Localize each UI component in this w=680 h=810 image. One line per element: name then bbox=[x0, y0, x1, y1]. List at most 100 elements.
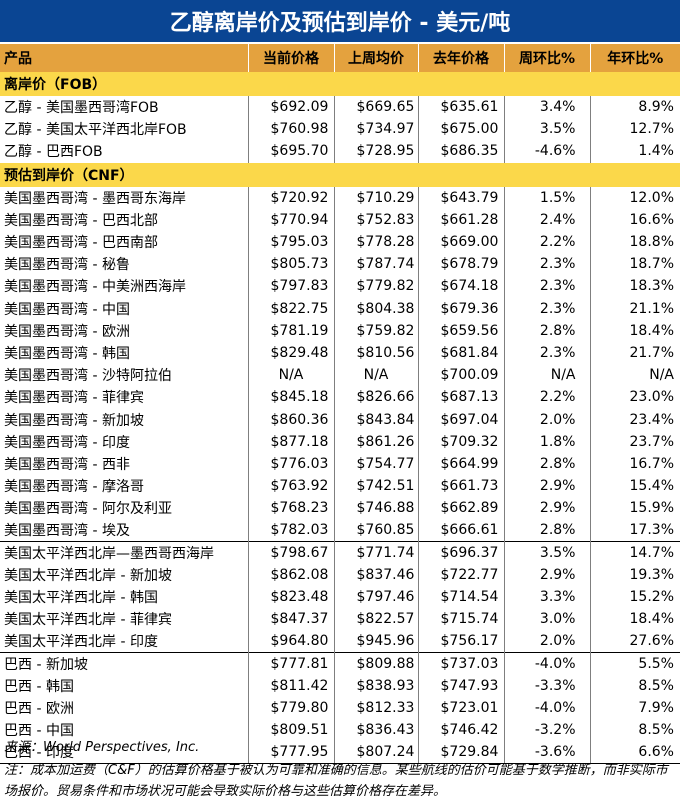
table-row: 乙醇 - 美国墨西哥湾FOB $692.09 $669.65 $635.61 3.4% 8… bbox=[0, 96, 680, 119]
last-week-avg-cell: $945.96 bbox=[334, 630, 419, 653]
last-year-price-cell: $681.84 bbox=[418, 341, 505, 365]
last-week-avg-cell: $797.46 bbox=[334, 585, 419, 609]
route-cell: 美国墨西哥湾 - 印度 bbox=[0, 430, 249, 453]
year-change-cell: 14.7% bbox=[590, 541, 680, 564]
year-change-cell: 1.4% bbox=[638, 143, 674, 160]
year-change-cell: 19.3% bbox=[629, 566, 674, 583]
last-year-price-cell: $697.04 bbox=[418, 408, 505, 431]
year-change-cell: 8.9% bbox=[638, 99, 674, 116]
current-price-cell: N/A bbox=[248, 364, 335, 387]
last-week-avg-cell: $734.97 bbox=[334, 118, 419, 141]
week-change-cell: -3.6% bbox=[504, 741, 591, 764]
last-week-avg-cell: N/A bbox=[334, 364, 419, 387]
last-year-price-cell: $664.99 bbox=[418, 452, 505, 475]
route-cell: 乙醇 - 巴西FOB bbox=[0, 140, 249, 163]
week-change-cell: 2.9% bbox=[504, 475, 591, 498]
current-price-cell: $845.18 bbox=[248, 386, 335, 409]
year-change-cell: 12.7% bbox=[629, 121, 674, 138]
year-change-cell: 23.0% bbox=[629, 389, 674, 406]
last-week-avg-cell: $760.85 bbox=[334, 519, 419, 542]
table-row: 美国墨西哥湾 - 沙特阿拉伯 N/A N/A $700.09 N/A N/A bbox=[0, 364, 680, 387]
route-cell: 美国墨西哥湾 - 菲律宾 bbox=[0, 386, 249, 409]
year-change-cell: 16.7% bbox=[629, 455, 674, 472]
section-header-row: 离岸价（FOB） bbox=[0, 72, 680, 96]
last-week-avg-cell: $812.33 bbox=[334, 696, 419, 720]
route-cell: 美国太平洋西北岸 - 韩国 bbox=[0, 585, 249, 609]
table-row: 美国墨西哥湾 - 韩国 $829.48 $810.56 $681.84 2.3% 21.7… bbox=[0, 341, 680, 365]
table-row: 美国墨西哥湾 - 印度 $877.18 $861.26 $709.32 1.8% 23.7… bbox=[0, 430, 680, 453]
table-row: 美国墨西哥湾 - 埃及 $782.03 $760.85 $666.61 2.8% 17.3… bbox=[0, 519, 680, 542]
last-week-avg-cell: $742.51 bbox=[334, 475, 419, 498]
week-change-cell: -3.3% bbox=[504, 674, 591, 697]
last-week-avg-cell: $669.65 bbox=[334, 96, 419, 119]
route-cell: 美国墨西哥湾 - 中美洲西海岸 bbox=[0, 275, 249, 298]
last-year-price-cell: $674.18 bbox=[418, 275, 505, 298]
current-price-cell: $795.03 bbox=[248, 230, 335, 254]
last-week-avg-cell: $771.74 bbox=[334, 541, 419, 564]
route-cell: 美国墨西哥湾 - 西非 bbox=[0, 452, 249, 475]
last-year-price-cell: $700.09 bbox=[418, 364, 505, 387]
table-row: 美国太平洋西北岸 - 菲律宾 $847.37 $822.57 $715.74 3.0% 1… bbox=[0, 608, 680, 631]
current-price-cell: $760.98 bbox=[248, 118, 335, 141]
current-price-cell: $798.67 bbox=[248, 541, 335, 564]
week-change-cell: 2.3% bbox=[504, 297, 591, 320]
last-week-avg-cell: $804.38 bbox=[334, 297, 419, 320]
current-price-cell: $797.83 bbox=[248, 275, 335, 298]
current-price-cell: $823.48 bbox=[248, 585, 335, 609]
current-price-cell: $720.92 bbox=[248, 186, 335, 209]
year-change-cell: 6.6% bbox=[590, 741, 680, 764]
week-change-cell: 3.0% bbox=[504, 608, 591, 631]
last-year-price-cell: $661.28 bbox=[418, 208, 505, 231]
last-year-price-cell: $729.84 bbox=[418, 741, 505, 764]
route-cell: 美国太平洋西北岸—墨西哥西海岸 bbox=[0, 541, 249, 564]
table-row: 美国墨西哥湾 - 巴西南部 $795.03 $778.28 $669.00 2.2% 18… bbox=[0, 230, 680, 254]
table-row: 美国墨西哥湾 - 西非 $776.03 $754.77 $664.99 2.8% 16.7… bbox=[0, 452, 680, 475]
route-cell: 美国墨西哥湾 - 巴西南部 bbox=[0, 230, 249, 254]
table-row: 巴西 - 中国 $809.51 $836.43 $746.42 -3.2% 8.5% bbox=[0, 719, 680, 742]
week-change-cell: 1.8% bbox=[504, 430, 591, 453]
year-change-cell: 15.9% bbox=[629, 500, 674, 517]
last-year-price-cell: $666.61 bbox=[418, 519, 505, 542]
year-change-cell: 15.4% bbox=[629, 478, 674, 495]
last-year-price-cell: $661.73 bbox=[418, 475, 505, 498]
last-year-price-cell: $723.01 bbox=[418, 696, 505, 720]
page-title: 乙醇离岸价及预估到岸价 - 美元/吨 bbox=[0, 0, 680, 42]
route-cell: 巴西 - 中国 bbox=[0, 719, 249, 742]
price-table: 产品 当前价格 上周均价 去年价格 周环比% 年环比% 离岸价（FOB） 乙醇 -… bbox=[0, 44, 680, 764]
last-week-avg-cell: $778.28 bbox=[334, 230, 419, 254]
table-row: 美国墨西哥湾 - 新加坡 $860.36 $843.84 $697.04 2.0% 23.… bbox=[0, 408, 680, 431]
last-year-price-cell: $747.93 bbox=[418, 674, 505, 697]
last-year-price-cell: $635.61 bbox=[418, 96, 505, 119]
table-row: 美国墨西哥湾 - 菲律宾 $845.18 $826.66 $687.13 2.2% 23.… bbox=[0, 386, 680, 409]
table-row: 美国墨西哥湾 - 墨西哥东海岸 $720.92 $710.29 $643.79 1.5%… bbox=[0, 186, 680, 209]
last-year-price-cell: $643.79 bbox=[418, 186, 505, 209]
week-change-cell: 2.2% bbox=[504, 386, 591, 409]
disclaimer-note: 注：成本加运费（C&F）的估算价格基于被认为可靠和准确的信息。某些航线的估价可能… bbox=[4, 763, 668, 799]
header-last-year-price: 去年价格 bbox=[418, 44, 505, 72]
header-year-change: 年环比% bbox=[590, 44, 680, 72]
last-year-price-cell: $669.00 bbox=[418, 230, 505, 254]
table-row: 美国墨西哥湾 - 阿尔及利亚 $768.23 $746.88 $662.89 2.9% 1… bbox=[0, 497, 680, 520]
week-change-cell: 2.9% bbox=[504, 497, 591, 520]
last-year-price-cell: $686.35 bbox=[418, 140, 505, 163]
week-change-cell: 3.3% bbox=[504, 585, 591, 609]
header-row: 产品 当前价格 上周均价 去年价格 周环比% 年环比% bbox=[0, 44, 680, 72]
route-cell: 巴西 - 韩国 bbox=[0, 674, 249, 697]
current-price-cell: $805.73 bbox=[248, 253, 335, 276]
week-change-cell: 2.8% bbox=[504, 319, 591, 342]
current-price-cell: $964.80 bbox=[248, 630, 335, 653]
route-cell: 美国墨西哥湾 - 阿尔及利亚 bbox=[0, 497, 249, 520]
current-price-cell: $847.37 bbox=[248, 608, 335, 631]
last-year-price-cell: $746.42 bbox=[418, 719, 505, 742]
year-change-cell: 18.4% bbox=[629, 322, 674, 339]
current-price-cell: $776.03 bbox=[248, 452, 335, 475]
route-cell: 巴西 - 欧洲 bbox=[0, 696, 249, 720]
year-change-cell: 21.7% bbox=[629, 344, 674, 361]
section-label: 预估到岸价（CNF） bbox=[0, 162, 680, 187]
table-row: 乙醇 - 美国太平洋西北岸FOB $760.98 $734.97 $675.00 3.5… bbox=[0, 118, 680, 141]
table-row: 美国太平洋西北岸 - 新加坡 $862.08 $837.46 $722.77 2.9% 1… bbox=[0, 563, 680, 586]
route-cell: 巴西 - 印度 bbox=[0, 741, 249, 764]
current-price-cell: $811.42 bbox=[248, 674, 335, 697]
last-week-avg-cell: $836.43 bbox=[334, 719, 419, 742]
route-cell: 美国太平洋西北岸 - 新加坡 bbox=[0, 563, 249, 586]
